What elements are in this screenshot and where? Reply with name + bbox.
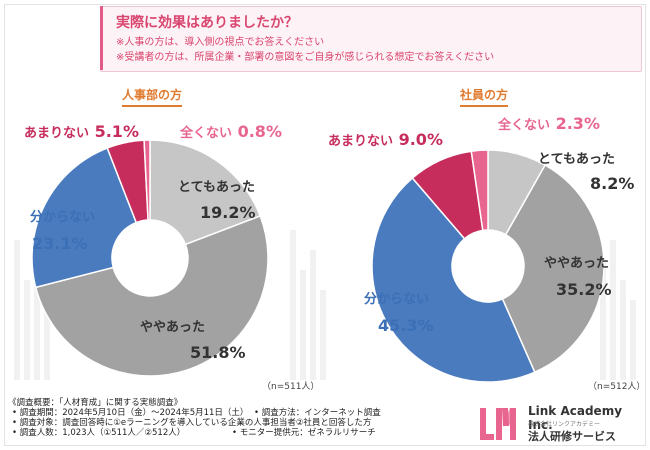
- slice-label-hr-somewhat: ややあった: [140, 320, 206, 335]
- slice-value-emp-somewhat: 35.2%: [556, 280, 612, 299]
- question-accent-bar: [100, 6, 103, 70]
- survey-period: • 調査期間：2024年5月10日（金）〜2024年5月11日（土）: [12, 408, 249, 418]
- slice-label-hr-very: とてもあった: [178, 180, 255, 195]
- sample-size-employee: （n=512人）: [588, 382, 646, 392]
- chart-title-hr: 人事部の方: [122, 86, 183, 107]
- slice-label-hr-unknown: 分からない: [30, 210, 96, 225]
- slice-label-hr-none: 全くない 0.8%: [180, 122, 282, 141]
- brand-name-jp: 法人研修サービス: [528, 430, 616, 443]
- slice-label-emp-unknown: 分からない: [364, 292, 430, 307]
- slice-value-hr-unknown: 23.1%: [32, 234, 88, 253]
- slice-label-emp-none: 全くない 2.3%: [498, 114, 600, 133]
- survey-provider: • モニター提供元：ゼネラルリサーチ: [232, 428, 376, 438]
- slice-value-hr-somewhat: 51.8%: [190, 343, 246, 362]
- slice-value-hr-very: 19.2%: [200, 203, 256, 222]
- question-title: 実際に効果はありましたか？: [116, 15, 298, 31]
- link-academy-logo: [480, 408, 516, 440]
- hr-slice-4: [143, 139, 151, 221]
- question-note-2: ※受講者の方は、所属企業・部署の意図をご自身が感じられる想定でお答えください: [116, 52, 495, 63]
- survey-method: • 調査方法：インターネット調査: [254, 408, 381, 418]
- hr-slice-0: [149, 139, 262, 246]
- slice-label-emp-very: とてもあった: [538, 152, 615, 167]
- slice-value-emp-very: 8.2%: [590, 174, 635, 193]
- employee-slice-4: [470, 149, 489, 232]
- chart-title-employee: 社員の方: [460, 86, 509, 107]
- employee-slice-2: [371, 176, 536, 383]
- brand-name-en: Link Academy Inc.: [528, 404, 623, 432]
- survey-title: 《調査概要：「人材育成」に関する実態調査》: [8, 398, 183, 408]
- survey-count: • 調査人数：1,023人（①511人／②512人）: [12, 428, 186, 438]
- survey-target: • 調査対象：調査回答時に①eラーニングを導入している企業の人事担当者②社員と回…: [12, 418, 372, 428]
- brand-name-sub: 株式会社リンクアカデミー: [528, 421, 601, 428]
- question-note-1: ※人事の方は、導入側の視点でお答えください: [116, 37, 325, 48]
- employee-slice-1: [501, 164, 605, 374]
- slice-label-hr-little: あまりない 5.1%: [24, 122, 139, 141]
- hr-slice-1: [34, 214, 269, 377]
- sample-size-hr: （n=511人）: [262, 382, 320, 392]
- slice-value-emp-unknown: 45.3%: [378, 316, 434, 335]
- hr-slice-2: [31, 147, 138, 289]
- slice-label-emp-somewhat: ややあった: [544, 256, 610, 271]
- slice-label-emp-little: あまりない 9.0%: [328, 130, 443, 149]
